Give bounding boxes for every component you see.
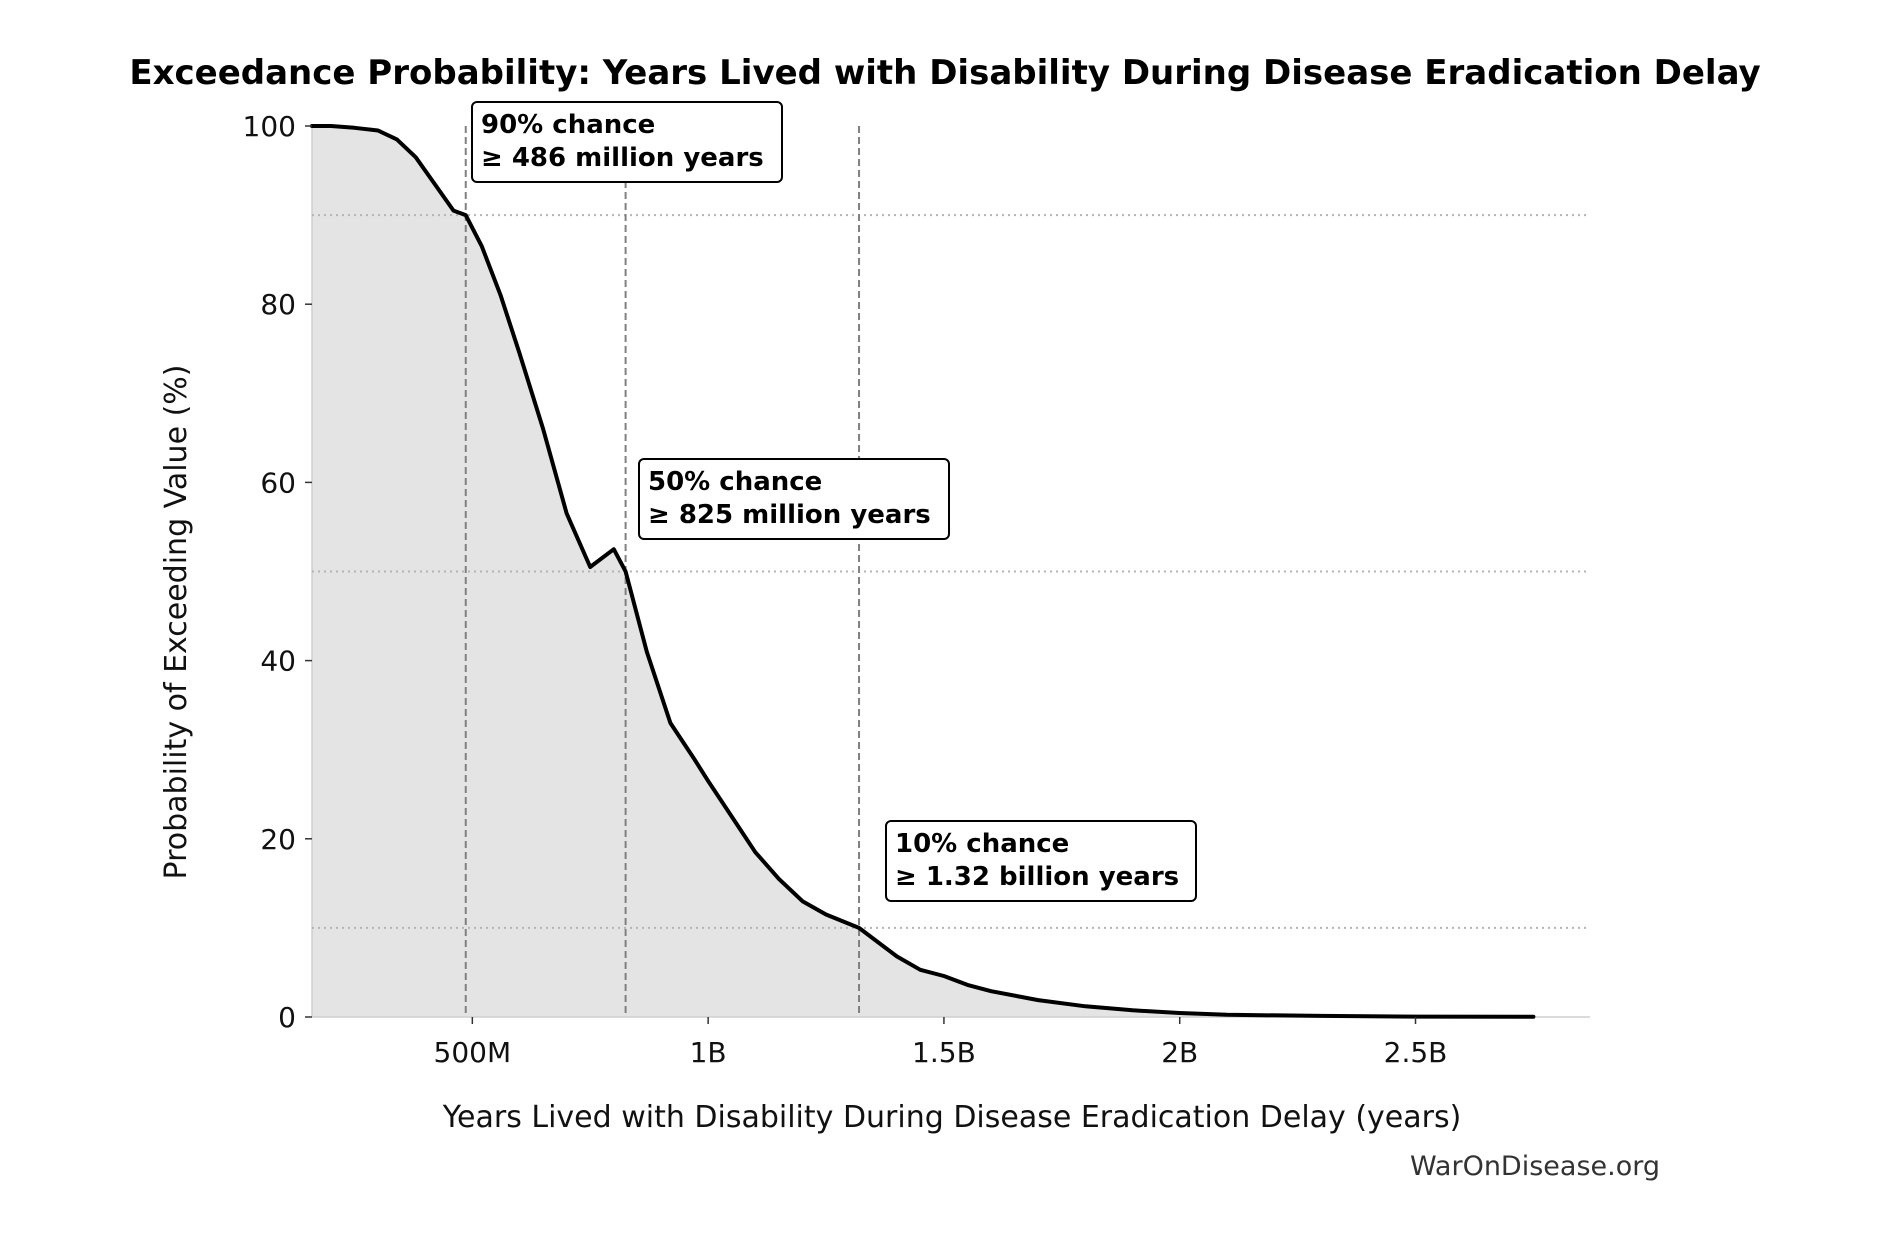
annotation-line-2: ≥ 486 million years xyxy=(481,143,764,173)
y-tick-label: 100 xyxy=(243,110,296,143)
y-tick-label: 20 xyxy=(260,823,296,856)
annotation-line-2: ≥ 825 million years xyxy=(648,500,931,530)
x-tick-label: 1.5B xyxy=(912,1036,976,1069)
annotation-line-1: 10% chance xyxy=(895,829,1069,859)
annotation-line-2: ≥ 1.32 billion years xyxy=(895,862,1179,892)
y-tick-label: 60 xyxy=(260,466,296,499)
y-tick-label: 80 xyxy=(260,288,296,321)
x-tick-label: 1B xyxy=(690,1036,727,1069)
y-tick-label: 40 xyxy=(260,645,296,678)
x-tick-label: 2.5B xyxy=(1384,1036,1448,1069)
annotation-line-1: 50% chance xyxy=(648,467,822,497)
x-axis-title: Years Lived with Disability During Disea… xyxy=(442,1100,1462,1135)
chart-title: Exceedance Probability: Years Lived with… xyxy=(129,53,1760,93)
source-credit: WarOnDisease.org xyxy=(1410,1151,1660,1182)
exceedance-curve xyxy=(310,124,1536,1019)
annotation-box xyxy=(638,458,950,540)
y-tick-label: 0 xyxy=(278,1001,296,1034)
annotation-box xyxy=(471,101,783,183)
x-tick-label: 2B xyxy=(1161,1036,1198,1069)
annotation-line-1: 90% chance xyxy=(481,110,655,140)
exceedance-area xyxy=(312,126,1534,1017)
x-tick-label: 500M xyxy=(434,1036,512,1069)
y-axis-title: Probability of Exceeding Value (%) xyxy=(159,365,194,880)
annotation-box xyxy=(885,820,1197,902)
